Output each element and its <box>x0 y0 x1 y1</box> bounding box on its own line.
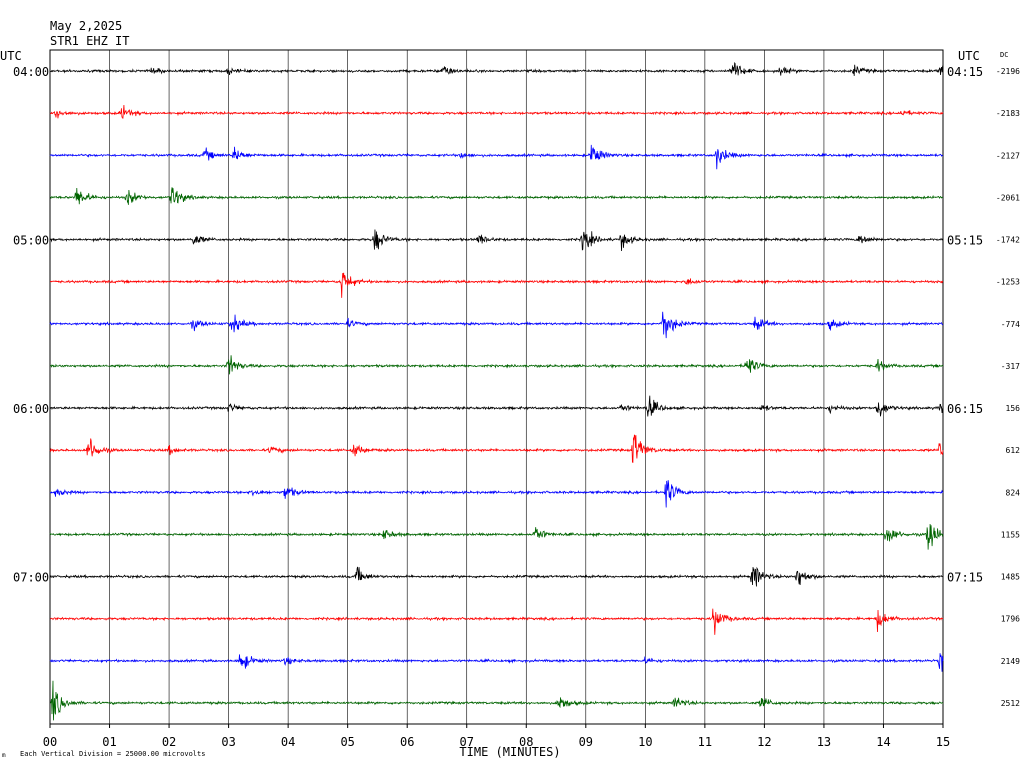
x-tick-label: 01 <box>102 735 116 749</box>
dc-offset-label: 2149 <box>1001 657 1020 666</box>
seismic-trace-row-8 <box>49 395 944 417</box>
seismic-trace-row-14 <box>49 653 944 672</box>
dc-offset-label: 2512 <box>1001 699 1020 708</box>
x-axis-label: TIME (MINUTES) <box>459 745 560 759</box>
seismic-trace-row-15 <box>49 680 944 721</box>
dc-offset-label: -1742 <box>996 236 1020 245</box>
x-tick-label: 06 <box>400 735 414 749</box>
dc-offset-label: -2127 <box>996 151 1020 160</box>
x-tick-label: 03 <box>221 735 235 749</box>
left-hour-label: 05:00 <box>13 234 49 248</box>
seismic-trace-row-12 <box>49 566 944 587</box>
seismic-trace-row-6 <box>49 311 944 339</box>
x-tick-label: 12 <box>757 735 771 749</box>
seismic-trace-row-9 <box>49 434 944 463</box>
x-tick-label: 04 <box>281 735 295 749</box>
x-tick-label: 08 <box>519 735 533 749</box>
dc-offset-label: 156 <box>1006 404 1021 413</box>
right-hour-label: 06:15 <box>947 402 983 416</box>
seismic-trace-row-13 <box>49 608 944 635</box>
corner-mark: m <box>2 752 6 759</box>
dc-offset-label: -2183 <box>996 109 1020 118</box>
seismic-trace-row-3 <box>49 187 944 205</box>
left-hour-label: 07:00 <box>13 571 49 585</box>
right-hour-label: 05:15 <box>947 234 983 248</box>
seismic-trace-row-5 <box>50 272 944 298</box>
x-tick-label: 00 <box>43 735 57 749</box>
right-hour-label: 07:15 <box>947 571 983 585</box>
dc-offset-label: 1485 <box>1001 573 1020 582</box>
right-hour-label: 04:15 <box>947 65 983 79</box>
seismic-trace-row-4 <box>49 229 944 252</box>
seismic-trace-row-1 <box>49 104 944 119</box>
dc-label: DC <box>1000 51 1008 59</box>
plot-date: May 2,2025 <box>50 19 123 33</box>
x-tick-label: 15 <box>936 735 950 749</box>
left-hour-label: 04:00 <box>13 65 49 79</box>
dc-offset-label: -774 <box>1001 320 1020 329</box>
dc-offset-label: -1253 <box>996 278 1020 287</box>
left-axis-label: UTC <box>0 49 22 63</box>
dc-offset-label: 612 <box>1006 446 1021 455</box>
dc-offset-label: 1796 <box>1001 615 1020 624</box>
plot-frame <box>49 49 944 725</box>
left-hour-label: 06:00 <box>13 402 49 416</box>
dc-offset-label: -2196 <box>996 67 1020 76</box>
dc-offset-label: -317 <box>1001 362 1020 371</box>
scale-note: Each Vertical Division = 25000.00 microv… <box>20 750 206 758</box>
seismic-trace-row-10 <box>49 480 944 508</box>
x-tick-label: 05 <box>340 735 354 749</box>
x-tick-label: 11 <box>698 735 712 749</box>
x-tick-label: 14 <box>876 735 890 749</box>
seismic-trace-row-7 <box>49 355 944 375</box>
seismic-trace-row-0 <box>49 61 944 76</box>
seismic-trace-row-11 <box>49 523 944 550</box>
station-code: STR1 EHZ IT <box>50 34 130 48</box>
x-tick-label: 07 <box>460 735 474 749</box>
dc-offset-label: 824 <box>1006 488 1021 497</box>
x-tick-label: 09 <box>579 735 593 749</box>
x-tick-label: 13 <box>817 735 831 749</box>
seismic-trace-row-2 <box>49 144 944 170</box>
x-tick-label: 10 <box>638 735 652 749</box>
dc-offset-label: -2061 <box>996 193 1020 202</box>
x-tick-label: 02 <box>162 735 176 749</box>
right-axis-label: UTC <box>958 49 980 63</box>
dc-offset-label: 1155 <box>1001 530 1020 539</box>
